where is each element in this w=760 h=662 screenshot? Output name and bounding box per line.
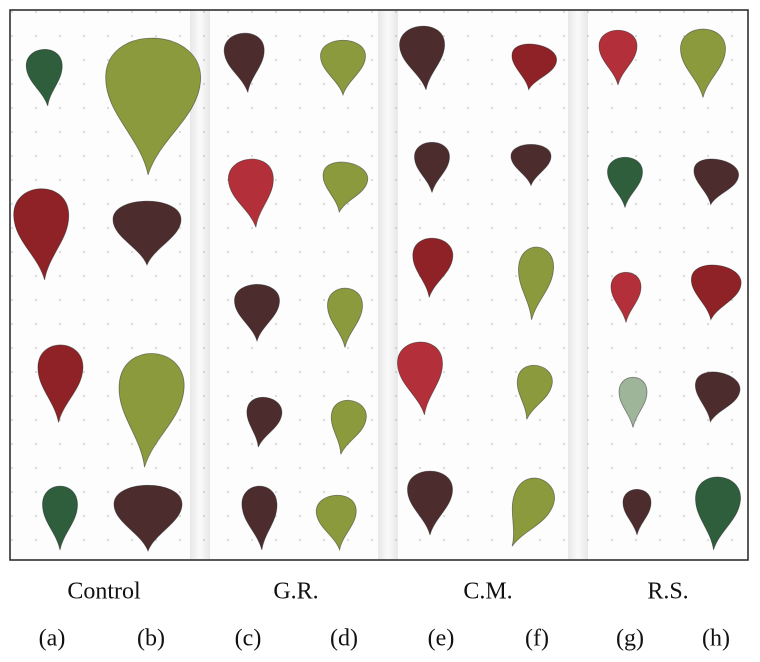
leaf <box>610 272 642 323</box>
leaf <box>693 158 739 206</box>
leaf <box>397 341 443 415</box>
leaf <box>118 353 185 468</box>
leaf <box>25 49 63 107</box>
group-label: C.M. <box>463 579 512 605</box>
leaf <box>112 200 182 267</box>
leaf <box>695 476 741 550</box>
group-label: Control <box>67 579 141 605</box>
panel-letter: (f) <box>525 626 549 652</box>
panel-letter: (d) <box>330 626 358 652</box>
labels: Control(a) (b) G.R. (c) (d) C.M. (e) (f) R.S.(g)… <box>39 579 730 652</box>
leaf <box>330 399 367 455</box>
photo-frame <box>9 9 749 561</box>
leaf <box>511 477 555 547</box>
leaf <box>42 485 78 551</box>
leaf <box>607 157 643 208</box>
leaf <box>598 30 638 86</box>
leaf <box>618 377 648 428</box>
leaf <box>510 144 552 187</box>
leaf <box>680 28 726 98</box>
leaf <box>412 237 454 298</box>
leaf <box>691 264 742 321</box>
panel-letter: (e) <box>428 626 455 652</box>
leaf <box>414 142 450 193</box>
leaf <box>622 488 652 536</box>
leaf <box>511 43 557 91</box>
panel-letter: (g) <box>616 626 644 652</box>
leaf <box>113 485 183 553</box>
leaf <box>37 344 84 423</box>
group-label: R.S. <box>647 579 688 605</box>
leaves <box>13 25 742 553</box>
panel-letter: (c) <box>235 626 262 652</box>
leaf <box>315 494 357 552</box>
leaf <box>322 161 368 214</box>
leaf <box>223 32 265 93</box>
leaf <box>246 396 283 448</box>
leaf <box>399 25 445 91</box>
leaf <box>518 246 554 320</box>
leaf <box>228 158 274 228</box>
panel-letter: (h) <box>702 626 730 652</box>
leaf <box>695 371 741 424</box>
panel-letter: (a) <box>39 626 66 652</box>
leaf <box>105 37 202 176</box>
panel-letter: (b) <box>137 626 165 652</box>
leaf <box>327 287 363 348</box>
group-label: G.R. <box>273 579 318 605</box>
leaf <box>234 284 280 343</box>
leaf <box>241 485 278 551</box>
leaf <box>13 188 70 281</box>
leaf <box>516 364 553 420</box>
leaf <box>407 470 453 536</box>
leaf <box>320 39 366 97</box>
